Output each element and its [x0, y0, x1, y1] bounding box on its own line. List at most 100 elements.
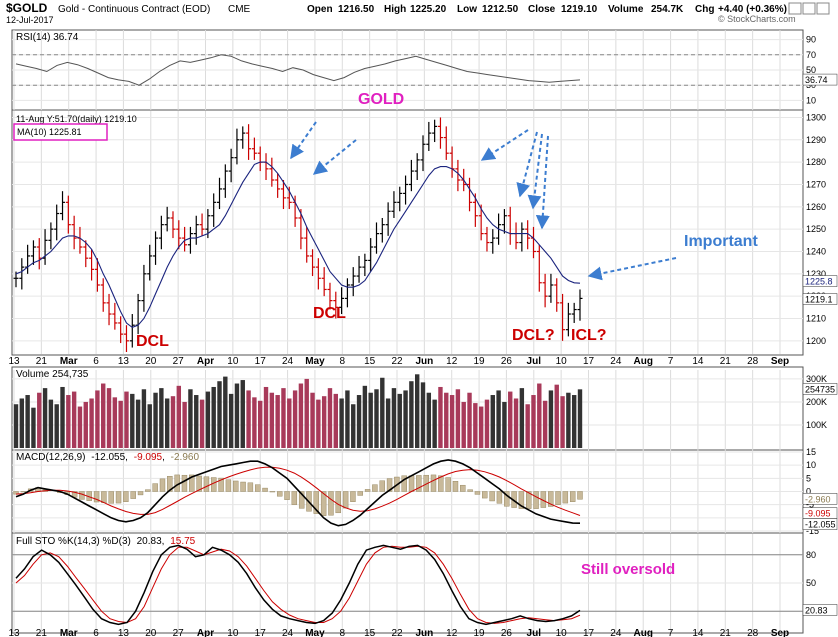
volume-bar [258, 400, 263, 448]
price-y-tick: 1290 [806, 135, 826, 145]
x-tick-label-bottom: 24 [610, 628, 622, 637]
price-bar [118, 316, 124, 344]
price-bar [525, 220, 531, 250]
volume-bar [537, 383, 542, 448]
price-bar [304, 226, 310, 263]
x-tick-label-bottom: 17 [583, 628, 595, 637]
volume-bar [31, 407, 36, 448]
volume-bar [444, 392, 449, 448]
price-bar [530, 226, 536, 259]
icl-question-annotation: ICL? [571, 327, 607, 344]
macd-hist-bar [130, 491, 136, 499]
volume-bar [170, 396, 176, 448]
annotation-arrow [535, 135, 550, 230]
high-value: 1225.20 [410, 4, 447, 15]
x-tick-label: Sep [771, 356, 789, 367]
volume-bar [508, 391, 513, 448]
rsi-y-tick: 10 [806, 95, 816, 105]
volume-title: Volume 254,735 [16, 369, 89, 380]
price-value-box [802, 275, 838, 287]
macd-title-signal: -9.095 [134, 452, 163, 463]
x-tick-label-bottom: 10 [556, 628, 568, 637]
volume-bar [182, 401, 187, 448]
x-tick-label: 22 [391, 356, 403, 367]
x-tick-label-bottom: 8 [340, 628, 346, 637]
macd-hist-bar [284, 491, 290, 500]
price-bar [199, 213, 205, 236]
macd-hist-bar [555, 491, 561, 505]
volume-bar [351, 404, 356, 448]
price-bar [251, 137, 257, 160]
plots [13, 54, 583, 626]
volume-bar [95, 390, 100, 448]
macd-hist-bar [335, 491, 341, 514]
sto-d-line [15, 545, 581, 624]
price-bar [339, 287, 345, 315]
print-icon[interactable] [802, 2, 816, 15]
macd-value-label: -2.960 [805, 494, 831, 504]
x-tick-label: 10 [227, 356, 239, 367]
x-tick-label-bottom: Mar [60, 628, 78, 637]
price-bar [432, 119, 438, 143]
price-bar [443, 126, 449, 160]
macd-hist-bar [167, 476, 173, 492]
volume-value: 254.7K [651, 4, 684, 15]
price-bar [321, 267, 327, 297]
macd-hist-bar [496, 491, 503, 504]
volume-bar [77, 406, 83, 448]
volume-bar [403, 390, 408, 448]
x-tick-label-bottom: 6 [93, 628, 99, 637]
x-tick-label-bottom: 24 [282, 628, 294, 637]
macd-hist-bar [298, 491, 305, 509]
volume-bar [409, 381, 414, 448]
macd-title: MACD(12,26,9) -12.055, -9.095, -2.960 [16, 452, 199, 463]
volume-bar [420, 382, 426, 448]
x-tick-label: 19 [474, 356, 486, 367]
sto-value-box [802, 604, 838, 616]
x-tick-label: Jul [527, 356, 542, 367]
price-bar [158, 215, 164, 250]
x-tick-label-bottom: Jul [527, 628, 542, 637]
volume-y-tick: 100K [806, 420, 827, 430]
price-bar [19, 258, 25, 290]
volume-bar [310, 392, 315, 448]
price-bar [362, 253, 368, 277]
price-bar [176, 220, 182, 250]
oversold-annotation: Still oversold [581, 561, 675, 578]
macd-y-tick: 5 [806, 473, 811, 483]
x-tick-label: Apr [197, 356, 214, 367]
volume-bar [327, 388, 333, 448]
price-y-tick: 1250 [806, 224, 826, 234]
price-bar [467, 177, 473, 212]
volume-bar [519, 388, 525, 448]
volume-bar [205, 391, 211, 448]
x-tick-label-bottom: 27 [173, 628, 185, 637]
macd-y-tick: 10 [806, 460, 816, 470]
volume-bar [478, 406, 484, 448]
x-tick-label: 27 [173, 356, 185, 367]
x-tick-label: 12 [446, 356, 458, 367]
volume-bar [374, 389, 379, 448]
price-bar [211, 193, 217, 227]
x-tick-label: Mar [60, 356, 78, 367]
macd-y-tick: 0 [806, 487, 811, 497]
dcl-question-annotation: DCL? [512, 327, 555, 344]
price-bar [501, 209, 507, 234]
price-bar [490, 229, 496, 254]
macd-hist-bar [533, 491, 539, 509]
x-tick-label-bottom: 22 [391, 628, 403, 637]
price-y-tick: 1280 [806, 157, 826, 167]
volume-y-tick: 200K [806, 397, 827, 407]
sto-value-label: 20.83 [805, 605, 828, 615]
expand-icon[interactable] [788, 2, 802, 15]
macd-hist-bar [313, 491, 320, 514]
sto-title-k: 20.83 [137, 536, 162, 547]
price-bar [170, 211, 176, 239]
close-icon[interactable] [816, 2, 830, 15]
price-bar [408, 159, 414, 192]
price-bar [356, 255, 362, 283]
volume-bar [496, 390, 501, 448]
x-tick-label: Aug [633, 356, 652, 367]
sto-title-name: Full STO %K(14,3) %D(3) [16, 536, 131, 547]
volume-label: Volume [608, 4, 644, 15]
